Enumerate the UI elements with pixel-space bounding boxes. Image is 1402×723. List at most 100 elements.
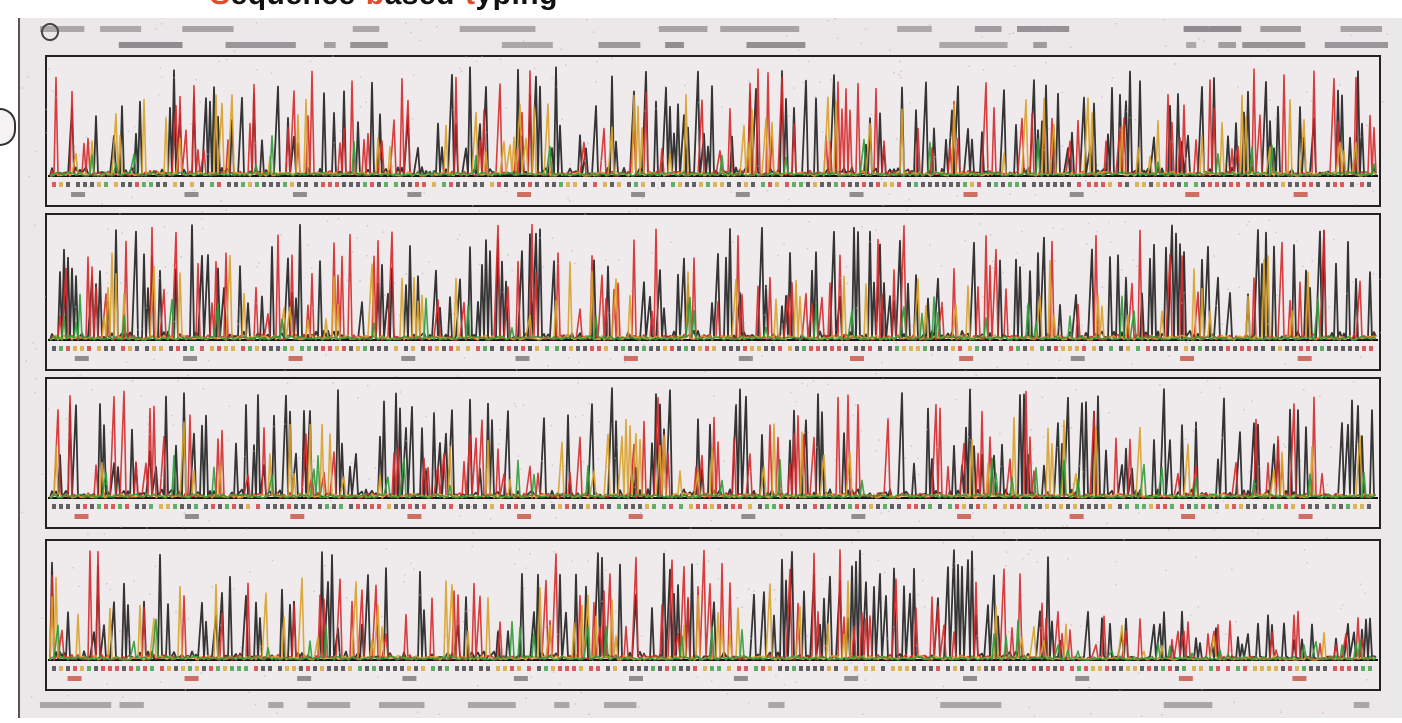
base-call-mark	[958, 346, 962, 351]
noise-speck	[505, 107, 508, 109]
noise-speck	[994, 333, 997, 335]
base-call-mark	[841, 182, 845, 187]
base-call-mark	[248, 182, 252, 187]
noise-speck	[219, 608, 221, 610]
base-call-mark	[1177, 182, 1181, 187]
noise-speck	[1081, 347, 1083, 350]
noise-speck	[657, 187, 659, 189]
base-call-mark	[738, 504, 742, 509]
base-call-mark	[227, 182, 231, 187]
noise-speck	[598, 420, 600, 423]
noise-speck	[452, 312, 454, 315]
noise-speck	[1062, 525, 1064, 528]
noise-speck	[900, 77, 902, 79]
base-call-mark	[1313, 346, 1317, 351]
header-text-smudge	[352, 26, 380, 32]
base-call-mark	[827, 504, 831, 509]
base-call-mark	[820, 666, 824, 671]
base-call-mark	[1170, 182, 1174, 187]
noise-speck	[1067, 557, 1069, 560]
base-call-mark	[307, 346, 311, 351]
noise-speck	[1174, 63, 1177, 65]
base-call-mark	[269, 182, 273, 187]
noise-speck	[309, 60, 312, 62]
noise-speck	[547, 108, 550, 110]
header-text-smudge	[459, 26, 536, 32]
base-call-mark	[1212, 346, 1216, 351]
base-call-mark	[1017, 504, 1021, 509]
base-call-mark	[1341, 346, 1345, 351]
base-call-mark	[686, 666, 690, 671]
base-call-mark	[211, 504, 215, 509]
noise-speck	[1251, 400, 1253, 402]
base-call-mark	[897, 182, 901, 187]
base-call-mark	[1288, 182, 1292, 187]
base-call-mark	[890, 182, 894, 187]
base-call-mark	[1209, 666, 1213, 671]
noise-speck	[793, 87, 795, 89]
noise-speck	[1356, 183, 1359, 185]
noise-speck	[1246, 665, 1249, 667]
noise-speck	[1045, 61, 1047, 64]
noise-speck	[557, 262, 559, 265]
noise-speck	[85, 136, 88, 138]
noise-speck	[1131, 363, 1133, 365]
noise-speck	[405, 273, 407, 275]
noise-speck	[513, 402, 516, 405]
base-call-mark	[59, 504, 63, 509]
base-call-mark	[1208, 182, 1212, 187]
base-call-mark	[775, 182, 779, 187]
noise-speck	[338, 651, 341, 654]
base-call-mark	[363, 504, 367, 509]
noise-speck	[131, 380, 134, 382]
noise-speck	[697, 131, 699, 134]
base-call-mark	[363, 182, 367, 187]
noise-speck	[403, 443, 405, 446]
noise-speck	[339, 130, 342, 133]
noise-speck	[1028, 706, 1031, 709]
noise-speck	[641, 508, 644, 510]
base-call-mark	[1339, 504, 1343, 509]
noise-speck	[1266, 49, 1269, 52]
noise-speck	[199, 321, 202, 324]
base-call-mark	[764, 346, 768, 351]
noise-speck	[477, 684, 479, 687]
position-tick-label	[1292, 676, 1307, 681]
base-call-mark	[1060, 666, 1064, 671]
noise-speck	[870, 113, 872, 116]
noise-speck	[481, 55, 484, 58]
base-call-mark	[658, 666, 662, 671]
base-call-mark	[97, 346, 101, 351]
base-call-mark	[1098, 666, 1102, 671]
noise-speck	[199, 101, 201, 103]
base-call-mark	[278, 666, 282, 671]
base-call-mark	[827, 182, 831, 187]
noise-speck	[921, 580, 924, 582]
base-call-mark	[183, 346, 187, 351]
noise-speck	[856, 574, 859, 576]
noise-speck	[67, 437, 70, 440]
noise-speck	[596, 60, 598, 63]
base-call-mark	[248, 346, 252, 351]
noise-speck	[1139, 438, 1141, 440]
base-call-mark	[544, 666, 548, 671]
base-call-mark	[1191, 346, 1195, 351]
noise-speck	[340, 487, 342, 490]
noise-speck	[208, 360, 210, 362]
noise-speck	[382, 231, 385, 233]
noise-speck	[1184, 438, 1187, 440]
noise-speck	[1197, 606, 1200, 608]
base-call-mark	[370, 346, 374, 351]
noise-speck	[730, 191, 732, 193]
base-call-mark	[907, 182, 911, 187]
base-call-mark	[552, 182, 556, 187]
noise-speck	[410, 191, 413, 194]
noise-speck	[574, 416, 577, 418]
base-call-mark	[710, 504, 714, 509]
base-call-mark	[593, 504, 597, 509]
noise-speck	[1016, 131, 1019, 133]
base-call-mark	[180, 182, 184, 187]
base-call-mark	[1199, 666, 1203, 671]
noise-speck	[670, 241, 672, 243]
noise-speck	[1002, 582, 1004, 584]
